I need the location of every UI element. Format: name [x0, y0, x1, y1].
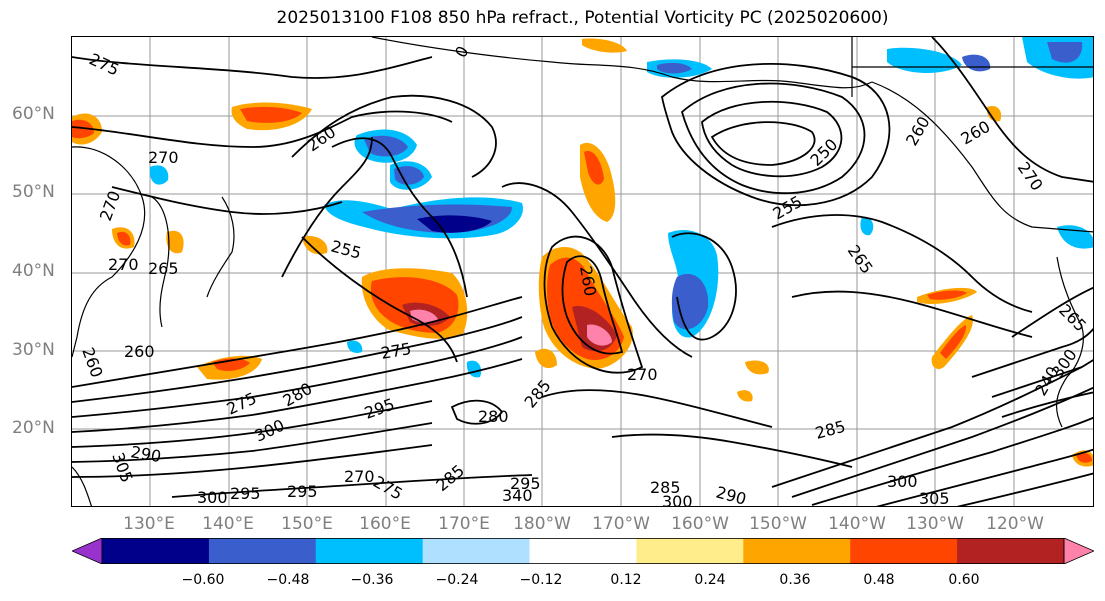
- map-title: 2025013100 F108 850 hPa refract., Potent…: [276, 8, 889, 28]
- contour-label: 295: [510, 474, 541, 493]
- contour-label: 300: [252, 415, 288, 445]
- colorbar-tick: 0.60: [948, 572, 980, 588]
- lat-label-20n: 20°N: [12, 418, 55, 438]
- lon-label-160w: 160°W: [671, 514, 729, 534]
- contour-label: 290: [714, 483, 748, 507]
- lat-label-60n: 60°N: [12, 104, 55, 124]
- contour-label: 300: [662, 492, 693, 507]
- contour-label: 305: [919, 489, 950, 507]
- contour-label: 260: [124, 342, 155, 361]
- coastlines: [72, 37, 1093, 506]
- colorbar-swatch: [529, 538, 637, 564]
- contour-label: 270: [108, 255, 139, 274]
- contour-label: 260: [303, 122, 339, 155]
- contour-label: 0: [451, 43, 473, 61]
- colorbar-tick: 0.48: [863, 572, 895, 588]
- contour-label: 295: [287, 482, 318, 501]
- colorbar-swatch: [957, 538, 1065, 564]
- pv-shading: [72, 37, 1093, 467]
- map-panel: 275 0 270 270 260 250 260 260 270 255 25…: [71, 36, 1094, 507]
- colorbar-swatch: [208, 538, 317, 564]
- contour-label: 280: [478, 407, 509, 426]
- lon-label-120w: 120°W: [986, 514, 1044, 534]
- lat-label-50n: 50°N: [12, 182, 55, 202]
- lon-label-150w: 150°W: [749, 514, 807, 534]
- contour-labels: 275 0 270 270 260 250 260 260 270 255 25…: [78, 43, 1090, 507]
- contour-label: 265: [844, 241, 877, 277]
- colorbar-swatch: [315, 538, 424, 564]
- lon-label-130w: 130°W: [906, 514, 964, 534]
- contour-label: 265: [148, 259, 179, 278]
- contour-label: 340: [502, 486, 533, 505]
- colorbar-swatch: [102, 538, 210, 564]
- contour-label: 270: [627, 365, 658, 384]
- contour-label: 280: [280, 379, 316, 411]
- contour-label: 290: [129, 442, 162, 466]
- contour-label: 295: [230, 484, 261, 503]
- colorbar-outline: [101, 538, 1065, 564]
- contour-label: 300: [887, 472, 918, 491]
- lon-label-170e: 170°E: [438, 514, 490, 534]
- colorbar-tick: −0.24: [435, 572, 479, 588]
- contour-label: 270: [148, 148, 179, 167]
- colorbar-tick: 0.36: [779, 572, 811, 588]
- contour-label: 270: [344, 467, 375, 486]
- lon-label-150e: 150°E: [281, 514, 333, 534]
- lon-label-140w: 140°W: [828, 514, 886, 534]
- colorbar: [72, 538, 1094, 564]
- contour-label: 260: [78, 345, 106, 380]
- lon-label-140e: 140°E: [202, 514, 254, 534]
- map-canvas: 275 0 270 270 260 250 260 260 270 255 25…: [72, 37, 1093, 507]
- contour-label: 275: [379, 339, 412, 363]
- contour-label: 260: [958, 117, 994, 149]
- colorbar-tick: 0.12: [610, 572, 642, 588]
- colorbar-swatch: [1063, 538, 1094, 564]
- lat-label-40n: 40°N: [12, 261, 55, 281]
- colorbar-tick: −0.12: [519, 572, 563, 588]
- contour-label: 285: [521, 376, 555, 412]
- lat-label-30n: 30°N: [12, 340, 55, 360]
- contour-label: 275: [370, 472, 406, 504]
- lon-label-160e: 160°E: [359, 514, 411, 534]
- contour-label: 275: [86, 49, 122, 79]
- colorbar-swatch: [636, 538, 744, 564]
- lon-label-180w: 180°W: [513, 514, 571, 534]
- colorbar-swatch: [422, 538, 531, 564]
- lon-label-130e: 130°E: [123, 514, 175, 534]
- contour-label: 270: [1014, 158, 1047, 194]
- contour-label: 255: [329, 237, 363, 263]
- colorbar-tick: −0.60: [181, 572, 225, 588]
- contour-label: 250: [806, 135, 841, 170]
- contour-label: 270: [96, 188, 124, 223]
- colorbar-swatch: [850, 538, 958, 564]
- contour-label: 295: [362, 394, 397, 422]
- colorbar-swatch: [743, 538, 851, 564]
- contour-label: 285: [650, 478, 681, 497]
- refractivity-contours: [72, 37, 1093, 506]
- contour-label: 300: [197, 488, 228, 507]
- lon-label-170w: 170°W: [592, 514, 650, 534]
- colorbar-tick: 0.24: [694, 572, 726, 588]
- colorbar-swatch: [72, 538, 103, 564]
- colorbar-tick: −0.48: [266, 572, 310, 588]
- contour-label: 285: [813, 417, 847, 443]
- contour-label: 285: [432, 461, 468, 495]
- colorbar-tick: −0.36: [350, 572, 394, 588]
